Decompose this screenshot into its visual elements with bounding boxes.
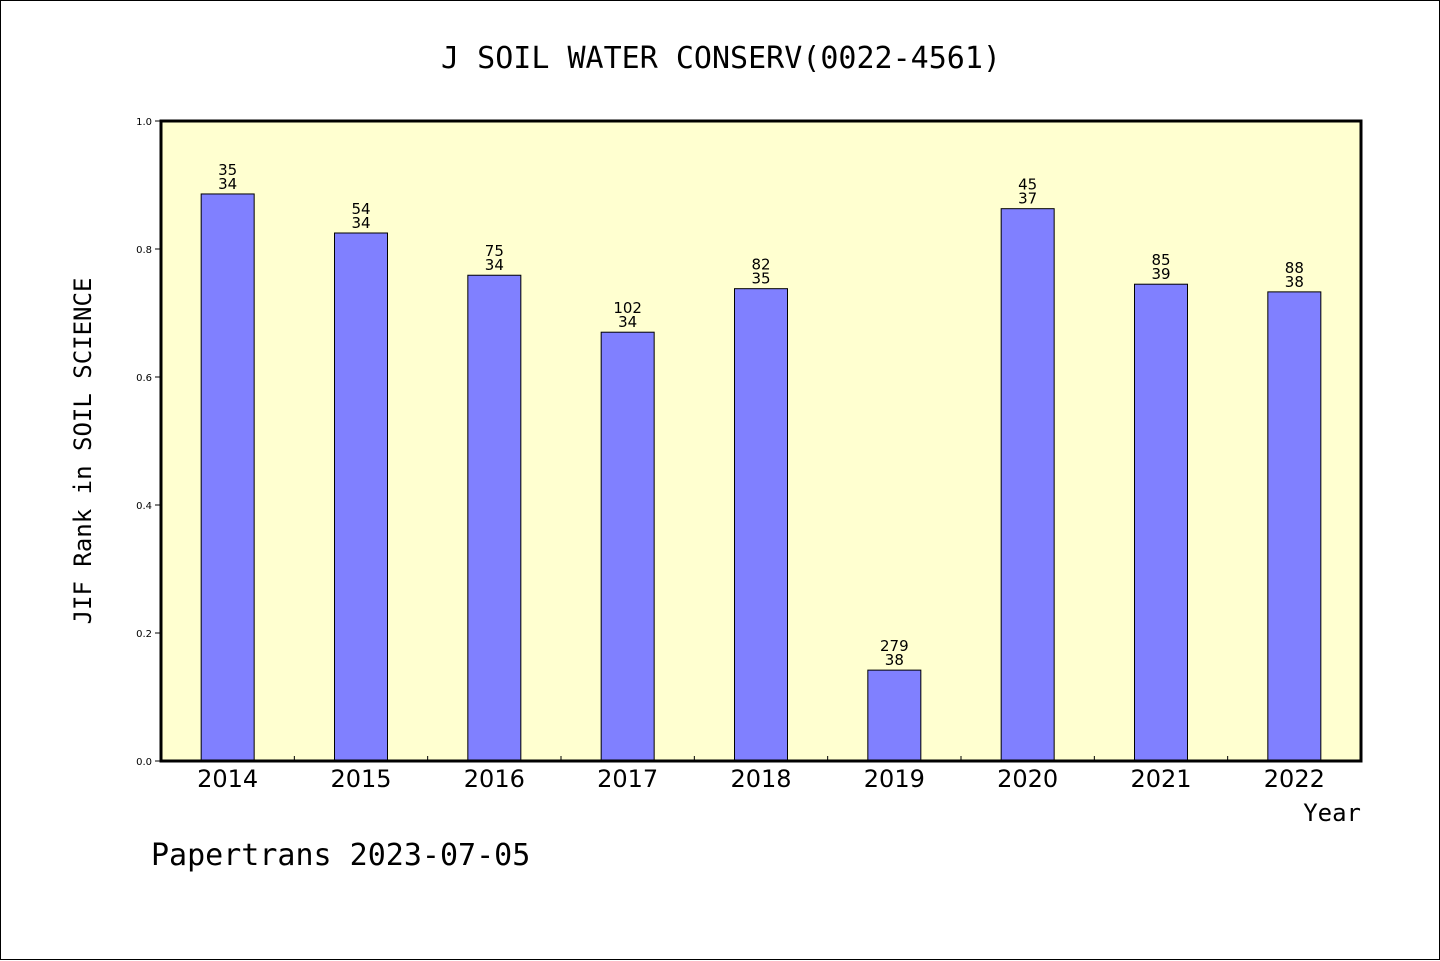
bar-2022: [1267, 291, 1322, 762]
data-label-top-2014: 35: [218, 161, 237, 179]
data-label-bottom-2015: 34: [351, 214, 370, 232]
data-label-bottom-2014: 34: [218, 175, 237, 193]
footer-stamp: Papertrans 2023-07-05: [151, 838, 530, 873]
y-tick-label: 0.8: [136, 245, 152, 256]
y-axis: 0.0 0.2 0.4 0.6 0.8 1.0: [136, 117, 161, 768]
bar-2015: [334, 232, 388, 762]
data-label-bottom-2018: 35: [751, 270, 770, 288]
x-tick-label-2021: 2021: [1130, 765, 1191, 793]
data-label-top-2020: 45: [1018, 176, 1037, 194]
x-tick-label-2014: 2014: [197, 765, 258, 793]
bar-2021: [1134, 283, 1188, 762]
data-label-bottom-2017: 34: [618, 313, 637, 331]
bar-2018: [734, 288, 788, 762]
bar-2020: [1000, 208, 1055, 762]
y-tick-label: 0.0: [136, 757, 152, 768]
data-label-top-2019: 279: [880, 637, 909, 655]
x-tick-label-2019: 2019: [864, 765, 925, 793]
data-label-top-2017: 102: [613, 299, 642, 317]
x-tick-label-2018: 2018: [730, 765, 791, 793]
bar-2016: [467, 274, 522, 762]
x-tick-label-2016: 2016: [464, 765, 525, 793]
y-tick-label: 0.4: [136, 501, 152, 512]
data-label-top-2018: 82: [751, 256, 770, 274]
data-label-bottom-2016: 34: [485, 256, 504, 274]
data-label-top-2015: 54: [351, 200, 370, 218]
data-label-bottom-2022: 38: [1285, 273, 1304, 291]
x-tick-label-2022: 2022: [1264, 765, 1325, 793]
bars: [200, 193, 1322, 762]
y-axis-label: JIF Rank in SOIL SCIENCE: [69, 278, 97, 625]
data-label-top-2016: 75: [485, 242, 504, 260]
x-axis: 2014 2015 2016 2017 2018 2019 2020 2021 2022: [197, 756, 1325, 793]
x-tick-label-2017: 2017: [597, 765, 658, 793]
x-tick-label-2020: 2020: [997, 765, 1058, 793]
y-tick-label: 0.6: [136, 373, 152, 384]
data-label-bottom-2020: 37: [1018, 190, 1037, 208]
x-tick-label-2015: 2015: [330, 765, 391, 793]
bar-2019: [867, 669, 922, 762]
data-label-bottom-2019: 38: [885, 651, 904, 669]
y-tick-label: 0.2: [136, 629, 152, 640]
data-label-bottom-2021: 39: [1151, 265, 1170, 283]
chart-title: J SOIL WATER CONSERV(0022-4561): [441, 41, 1001, 76]
plot-border: [159, 119, 1363, 763]
data-label-top-2022: 88: [1285, 259, 1304, 277]
bar-2017: [600, 331, 655, 762]
x-axis-label: Year: [1303, 799, 1361, 827]
y-tick-label: 1.0: [136, 117, 152, 128]
bar-2014: [200, 193, 255, 762]
data-label-top-2021: 85: [1151, 251, 1170, 269]
